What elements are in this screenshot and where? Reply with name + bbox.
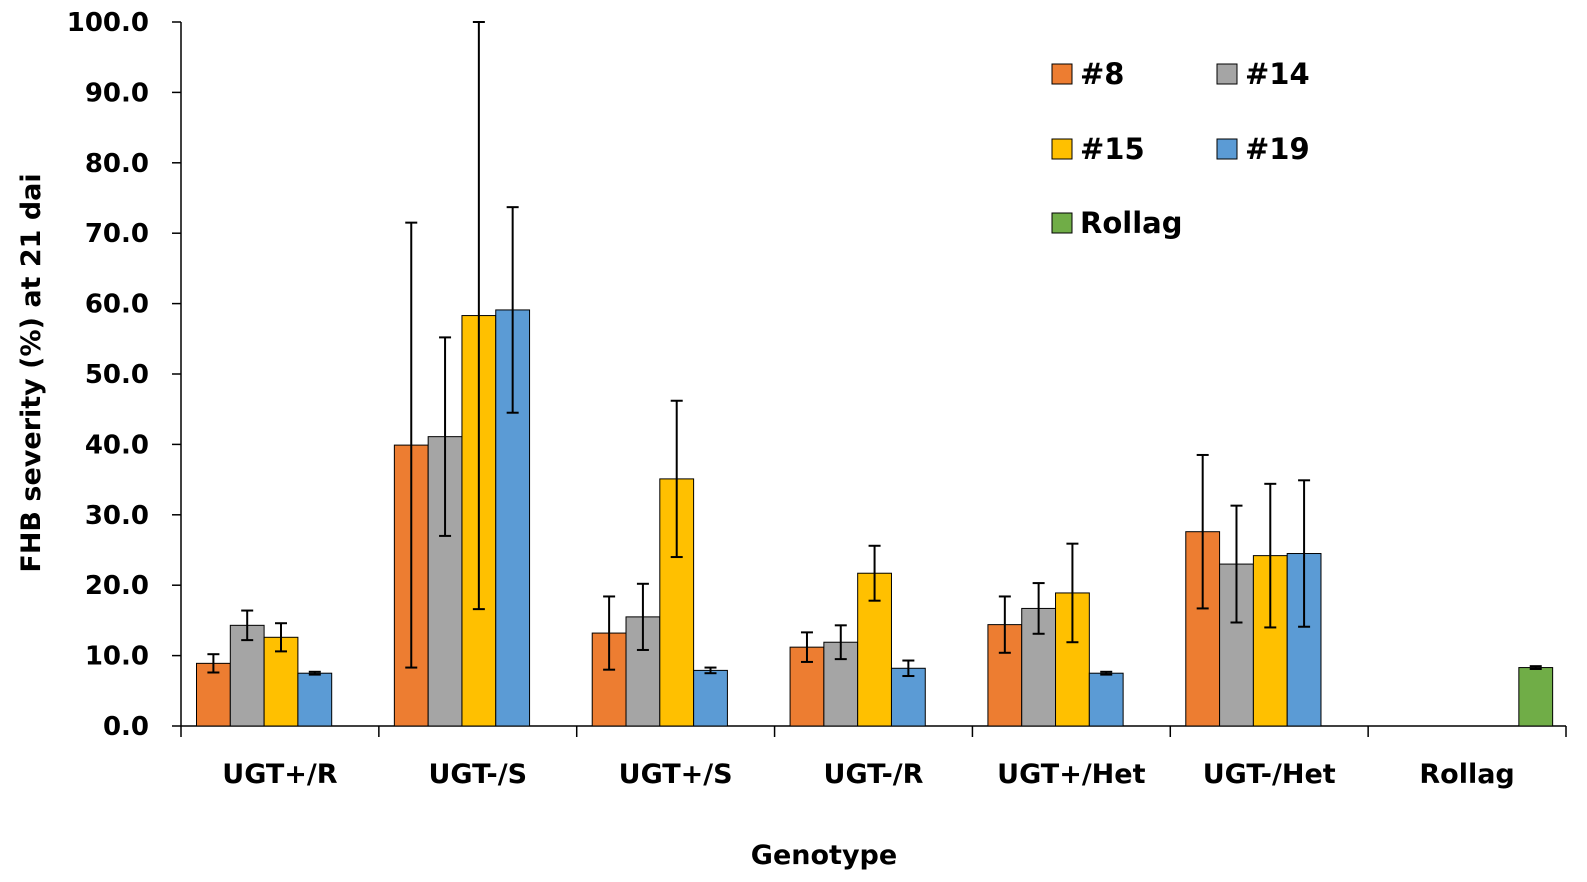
x-tick-label: Rollag bbox=[1419, 759, 1514, 790]
x-tick-label: UGT-/Het bbox=[1203, 759, 1336, 790]
legend-label: #8 bbox=[1080, 57, 1124, 91]
legend-label: #14 bbox=[1245, 57, 1310, 91]
bar bbox=[297, 672, 333, 727]
x-tick-label: UGT+/Het bbox=[997, 759, 1145, 790]
x-tick-label: UGT-/S bbox=[428, 759, 527, 790]
y-tick-label: 90.0 bbox=[85, 78, 149, 108]
x-tick-label: UGT+/S bbox=[619, 759, 733, 790]
x-tick-label: UGT-/R bbox=[824, 759, 924, 790]
y-tick-label: 30.0 bbox=[85, 501, 149, 531]
y-tick-label: 20.0 bbox=[85, 571, 149, 601]
y-tick-label: 80.0 bbox=[85, 149, 149, 179]
bar bbox=[1518, 667, 1554, 727]
legend: #8 #14 #15 #19 Rollag bbox=[1051, 57, 1310, 240]
bar bbox=[1088, 672, 1124, 727]
legend-swatch bbox=[1216, 138, 1238, 160]
x-axis: UGT+/R UGT-/S UGT+/S UGT-/R UGT+/Het UGT-/Het… bbox=[180, 725, 1567, 790]
legend-label: #19 bbox=[1245, 132, 1310, 166]
y-axis-title: FHB severity (%) at 21 dai bbox=[16, 173, 47, 572]
legend-swatch bbox=[1051, 138, 1073, 160]
x-axis-title: Genotype bbox=[751, 840, 897, 871]
legend-label: #15 bbox=[1080, 132, 1145, 166]
y-axis: 0.0 10.0 20.0 30.0 40.0 50.0 60.0 70.0 80.0 90.0 1… bbox=[67, 8, 182, 742]
bars bbox=[196, 309, 1554, 727]
legend-swatch bbox=[1216, 63, 1238, 85]
bar bbox=[693, 669, 728, 727]
bar bbox=[890, 667, 926, 727]
error-bars bbox=[207, 21, 1542, 678]
y-tick-label: 70.0 bbox=[85, 219, 149, 249]
y-tick-label: 100.0 bbox=[67, 8, 149, 38]
y-tick-label: 40.0 bbox=[85, 430, 149, 460]
x-tick-label: UGT+/R bbox=[222, 759, 338, 790]
y-tick-label: 60.0 bbox=[85, 290, 149, 320]
legend-swatch bbox=[1051, 212, 1073, 234]
y-tick-label: 10.0 bbox=[85, 642, 149, 672]
y-tick-label: 50.0 bbox=[85, 360, 149, 390]
y-tick-label: 0.0 bbox=[103, 712, 149, 742]
legend-label: Rollag bbox=[1080, 206, 1182, 240]
legend-swatch bbox=[1051, 63, 1073, 85]
